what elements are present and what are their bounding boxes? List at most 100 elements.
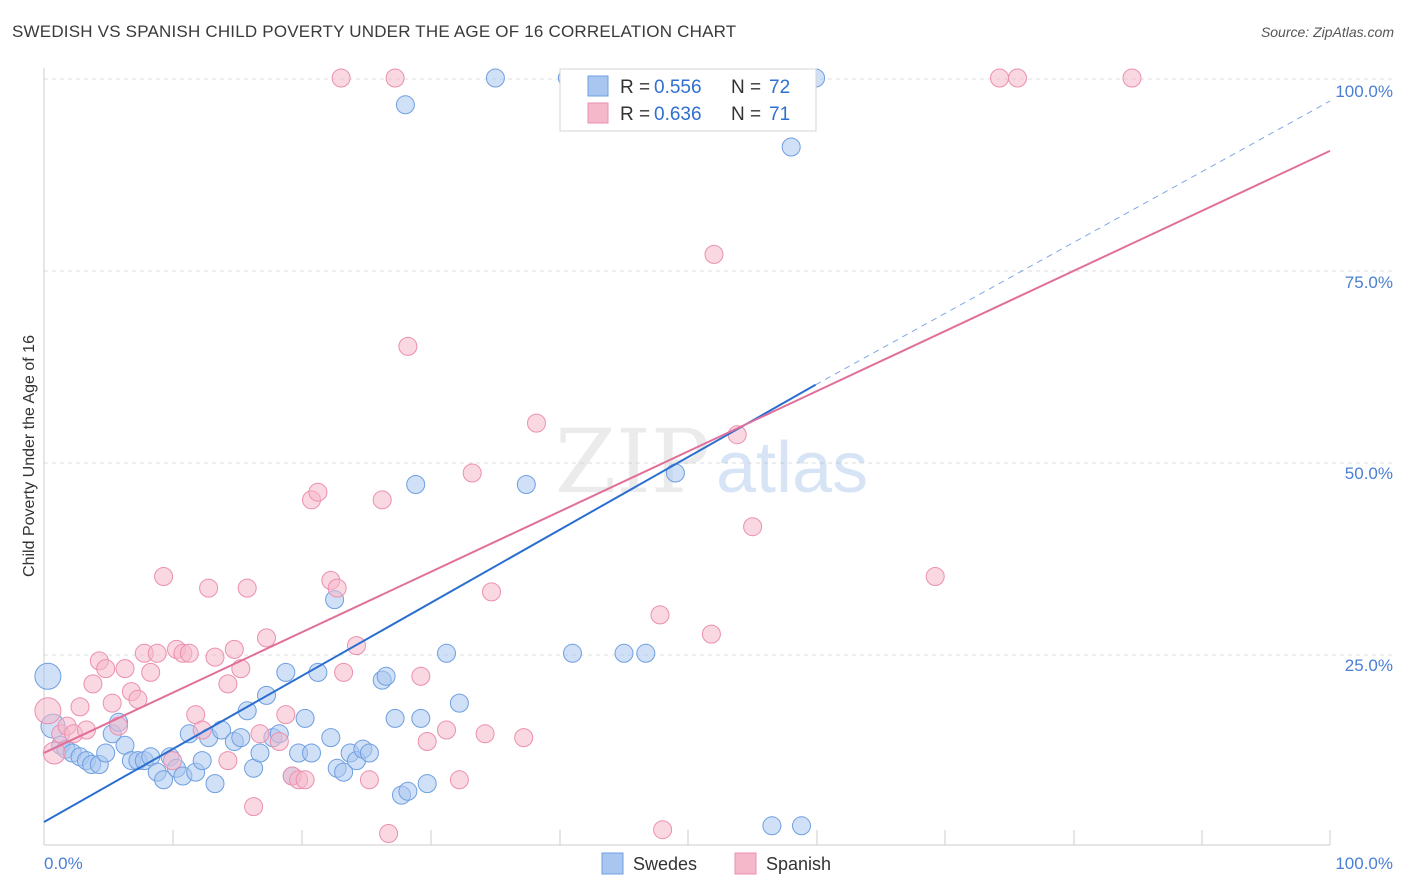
swedes-point-32 [250, 743, 270, 763]
spanish-point-1 [42, 741, 66, 765]
legend-swatch-swedes [587, 75, 609, 97]
spanish-point-62 [704, 244, 724, 264]
spanish-point-68 [990, 68, 1009, 88]
spanish-point-39 [295, 770, 315, 790]
swedes-point-29 [231, 728, 251, 748]
spanish-point-31 [237, 578, 257, 598]
x-tick-label-min: 0.0% [44, 854, 83, 873]
y-tick-label-25: 25.0% [1345, 656, 1393, 675]
spanish-point-41 [308, 482, 328, 502]
legend-r-label-swedes: R = [620, 77, 650, 98]
spanish-point-10 [102, 693, 122, 713]
swedes-point-51 [385, 708, 405, 728]
swedes-point-55 [417, 774, 437, 794]
spanish-point-43 [327, 578, 347, 598]
spanish-point-29 [224, 639, 244, 659]
bottom-legend-swatch-spanish[interactable] [734, 852, 757, 875]
spanish-point-36 [276, 705, 296, 725]
swedes-point-70 [762, 816, 782, 836]
series-legend: Swedes Spanish [601, 852, 831, 875]
spanish-point-30 [231, 659, 251, 679]
y-tick-label-75: 75.0% [1345, 273, 1393, 292]
spanish-point-0 [34, 697, 62, 725]
spanish-point-47 [372, 490, 392, 510]
legend-n-value-spanish: 71 [769, 104, 790, 125]
swedes-point-60 [406, 475, 426, 494]
swedes-point-9 [96, 743, 116, 763]
bottom-legend-label-swedes[interactable]: Swedes [633, 854, 697, 874]
swedes-point-53 [398, 781, 418, 801]
spanish-point-34 [257, 628, 276, 648]
legend-swatch-spanish [587, 102, 609, 124]
spanish-point-52 [437, 720, 456, 740]
spanish-trend-line [43, 149, 1331, 754]
swedes-point-50 [376, 666, 396, 686]
spanish-point-25 [199, 578, 219, 598]
spanish-point-50 [417, 732, 437, 751]
spanish-point-55 [475, 724, 495, 744]
x-tick-label-max: 100.0% [1335, 854, 1393, 873]
swedes-point-69 [781, 137, 801, 157]
swedes-point-18 [154, 770, 174, 790]
spanish-point-46 [359, 770, 379, 790]
spanish-points [34, 68, 1142, 843]
legend-n-label-spanish: N = [731, 104, 761, 125]
legend-n-label-swedes: N = [731, 77, 761, 98]
y-tick-labels: 25.0% 50.0% 75.0% 100.0% [1335, 82, 1393, 675]
swedes-trend-extension [815, 100, 1331, 386]
spanish-point-28 [218, 674, 238, 694]
swedes-point-59 [485, 68, 505, 88]
spanish-point-51 [411, 666, 431, 686]
spanish-point-49 [398, 336, 418, 356]
swedes-point-64 [614, 643, 634, 663]
spanish-point-35 [269, 732, 289, 751]
spanish-point-11 [109, 716, 129, 736]
spanish-point-19 [163, 751, 183, 771]
swedes-point-62 [516, 475, 536, 494]
spanish-point-5 [70, 697, 90, 717]
legend-r-value-swedes: 0.556 [654, 77, 702, 98]
y-axis-label: Child Poverty Under the Age of 16 [21, 335, 38, 577]
bottom-legend-label-spanish[interactable]: Spanish [766, 854, 831, 874]
correlation-legend: R = 0.556 N = 72 R = 0.636 N = 71 [559, 68, 817, 132]
spanish-point-64 [743, 517, 763, 537]
swedes-point-44 [334, 762, 354, 782]
swedes-trend-line [43, 383, 817, 823]
spanish-point-17 [147, 643, 167, 663]
spanish-point-67 [385, 68, 405, 88]
swedes-point-48 [359, 743, 379, 763]
grid-lines [44, 78, 1393, 656]
spanish-point-66 [331, 68, 351, 88]
swedes-point-42 [321, 728, 341, 748]
x-tick-marks [172, 830, 1331, 845]
swedes-point-39 [295, 708, 315, 728]
swedes-point-24 [192, 751, 212, 771]
legend-n-value-swedes: 72 [769, 77, 790, 98]
swedes-point-63 [563, 643, 582, 663]
spanish-point-26 [205, 647, 225, 667]
spanish-point-22 [179, 643, 199, 663]
swedes-point-40 [302, 743, 321, 763]
spanish-point-32 [244, 797, 264, 817]
spanish-point-27 [218, 751, 238, 771]
spanish-point-65 [925, 567, 945, 586]
watermark: ZIP atlas [555, 410, 868, 513]
swedes-point-57 [449, 693, 469, 713]
trend-lines [43, 100, 1331, 823]
spanish-point-12 [115, 659, 135, 679]
spanish-point-18 [154, 567, 174, 586]
spanish-point-59 [653, 820, 673, 840]
spanish-point-16 [141, 662, 161, 682]
spanish-point-7 [83, 674, 103, 694]
spanish-point-69 [1008, 68, 1027, 88]
legend-r-label-spanish: R = [620, 104, 650, 125]
bottom-legend-swatch-swedes[interactable] [601, 852, 624, 875]
swedes-point-58 [395, 95, 415, 115]
swedes-point-71 [792, 816, 811, 836]
swedes-point-56 [437, 643, 456, 663]
spanish-point-61 [701, 624, 721, 644]
spanish-point-60 [650, 605, 670, 625]
legend-r-value-spanish: 0.636 [654, 104, 702, 125]
spanish-point-44 [334, 662, 354, 682]
